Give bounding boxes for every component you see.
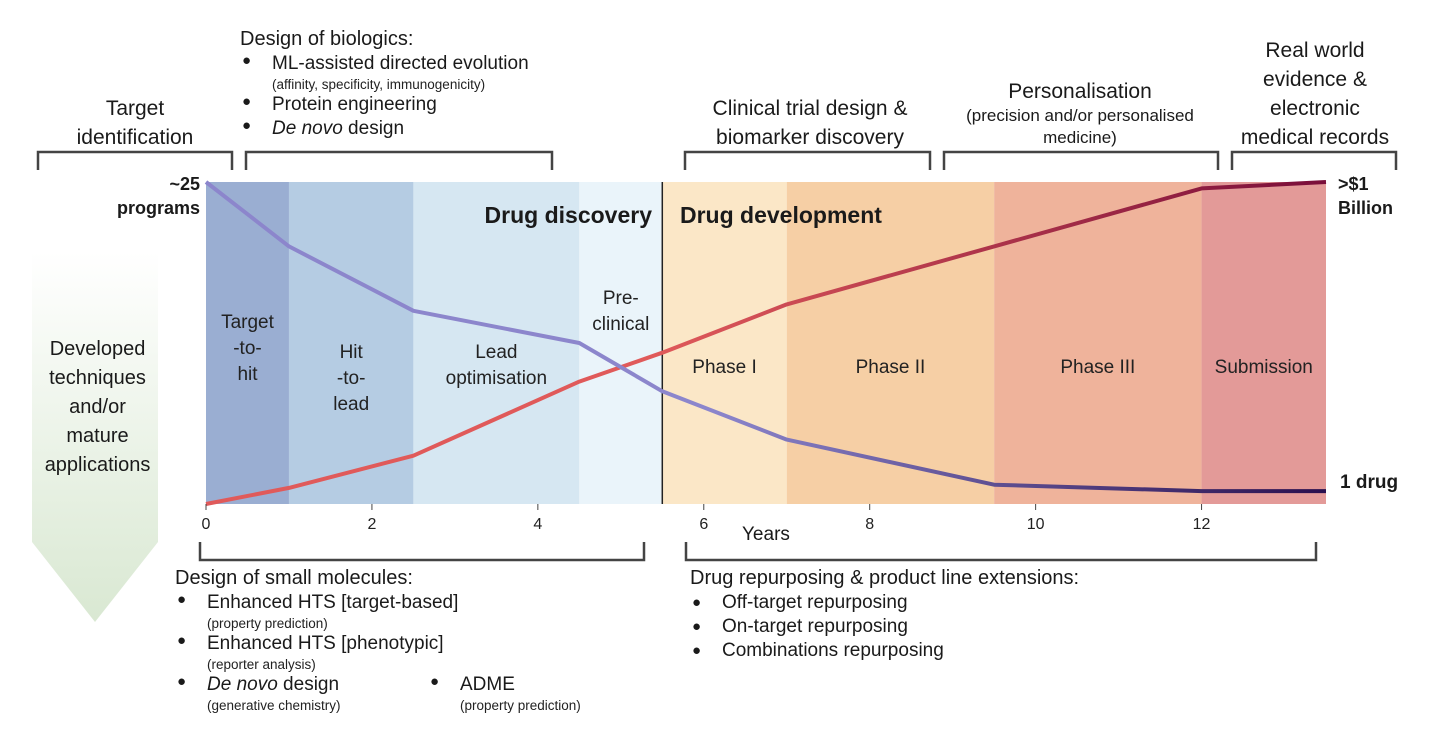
phase-label: Phase II [856,357,926,378]
bracket-repurposing [684,542,1318,562]
personalisation-block: Personalisation (precision and/or person… [930,78,1230,149]
phase-band [413,182,580,504]
small-molecules-item: Enhanced HTS [target-based] (property pr… [177,591,625,632]
adme-block: ADME (property prediction) [430,673,630,714]
one-drug-label: 1 drug [1340,472,1399,493]
repurposing-title: Drug repurposing & product line extensio… [690,567,1080,589]
biologics-title: Design of biologics: [240,28,414,50]
phase-label: Phase I [692,357,756,378]
repurposing-block: Drug repurposing & product line extensio… [690,565,1170,663]
x-tick-label: 4 [533,516,542,533]
phase-band [994,182,1202,504]
small-molecules-item: Enhanced HTS [phenotypic] (reporter anal… [177,632,625,673]
personalisation-title: Personalisation [1008,80,1152,103]
small-molecules-item: De novo design (generative chemistry) [177,673,625,714]
drug-development-header: Drug development [680,202,882,228]
phase-label: Target -to-hit [221,312,275,385]
phase-label: Hit -to-lead [333,342,369,415]
phase-label: Submission [1215,357,1313,378]
clinical-trial-label: Clinical trial design & biomarker discov… [712,97,908,149]
bracket-clinical [683,150,932,170]
cost-label: >$1 Billion [1338,174,1393,218]
phase-label: Lead optimisation [446,342,547,389]
phase-band [662,182,787,504]
phase-band [1201,182,1326,504]
repurposing-item: On-target repurposing [692,615,1170,639]
phase-label: Pre-clinical [592,288,649,335]
phase-bands [206,182,1326,504]
x-tick-label: 6 [699,516,708,533]
x-axis: 0 2 4 6 8 10 12 [202,504,1211,533]
biologics-item: De novo design [242,117,620,141]
personalisation-sub: (precision and/or personalised medicine) [966,106,1194,147]
left-arrow [32,252,158,622]
programs-label: ~25 programs [116,174,200,218]
bracket-real-world-evidence [1230,150,1398,170]
cost-line [205,180,1327,506]
phase-label: Phase III [1060,357,1135,378]
biologics-item: Protein engineering [242,93,620,117]
target-identification-label: Target identification [76,97,194,149]
x-tick-label: 8 [865,516,874,533]
small-molecules-item: ADME (property prediction) [430,673,630,714]
phase-band [288,182,414,504]
phase-band [786,182,995,504]
drug-discovery-header: Drug discovery [484,202,652,228]
bracket-personalisation [942,150,1220,170]
small-molecules-block: Design of small molecules: Enhanced HTS … [175,565,625,714]
left-arrow-label: Developed techniques and/or mature appli… [44,338,151,476]
repurposing-item: Off-target repurposing [692,591,1170,615]
programs-line [204,180,1326,494]
x-tick-label: 12 [1193,516,1211,533]
bracket-small-molecules [198,542,646,562]
biologics-item: ML-assisted directed evolution (affinity… [242,52,620,93]
x-tick-label: 2 [367,516,376,533]
repurposing-item: Combinations repurposing [692,639,1170,663]
small-molecules-title: Design of small molecules: [175,567,413,589]
x-tick-label: 10 [1027,516,1045,533]
bracket-target-identification [36,150,234,170]
real-world-evidence-label: Real world evidence & electronic medical… [1240,39,1390,149]
x-tick-label: 0 [202,516,211,533]
biologics-block: Design of biologics: ML-assisted directe… [240,26,620,141]
series-lines [204,180,1327,506]
phase-labels: Target -to-hit Hit -to-lead Lead optimisation… [221,288,1313,415]
phase-band [579,182,663,504]
brackets [36,150,1398,562]
x-axis-label: Years [742,524,790,545]
bracket-biologics [244,150,554,170]
